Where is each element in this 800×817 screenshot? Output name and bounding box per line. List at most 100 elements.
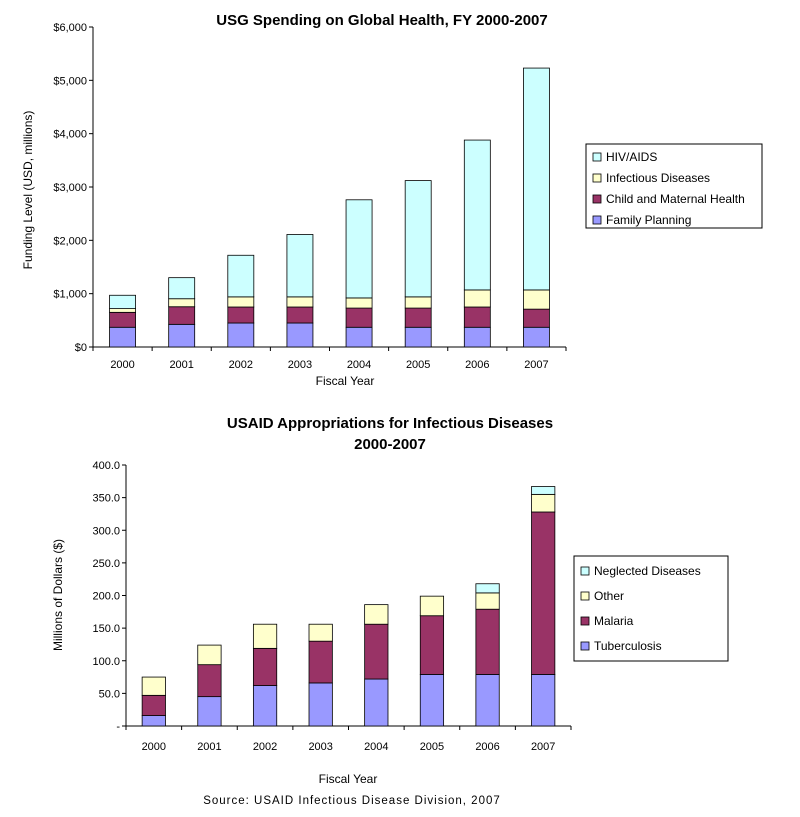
- chart1-x-tick-label: 2005: [406, 359, 430, 371]
- chart1-bar-hiv-aids-2007: [523, 67, 550, 291]
- chart1-bar-hiv-aids-2000: [109, 294, 136, 309]
- chart1-plot: $0 $1,000 $2,000 $3,000 $4,000 $5,000 $6,000 20…: [53, 22, 567, 371]
- chart1-bar-infectious-diseases-2001: [168, 298, 196, 308]
- chart2-title: USAID Appropriations for Infectious Dise…: [227, 415, 553, 432]
- chart1-bar-child-and-maternal-health-2002: [227, 306, 255, 324]
- chart2-bar-tuberculosis-2002: [252, 685, 278, 727]
- chart2-legend-label-other: Other: [594, 589, 624, 603]
- chart2-bar-tuberculosis-2006: [475, 674, 500, 727]
- chart1-legend-swatch-child-and-maternal-health: [592, 194, 602, 204]
- chart2-x-tick-label: 2001: [197, 741, 221, 753]
- chart1-bar-family-planning-2007: [523, 326, 550, 348]
- chart1-y-tick-label: $4,000: [53, 129, 87, 141]
- chart1-y-tick-label: $0: [75, 342, 87, 354]
- chart1-ylabel: Funding Level (USD, millions): [21, 111, 35, 270]
- chart2-ylabel: Millions of Dollars ($): [51, 539, 65, 651]
- chart1-bar-infectious-diseases-2000: [109, 308, 136, 313]
- chart1-bar-infectious-diseases-2006: [463, 289, 491, 308]
- chart1-legend-label-infectious-diseases: Infectious Diseases: [606, 171, 710, 185]
- chart2-x-tick-label: 2000: [142, 741, 166, 753]
- chart1-y-tick-label: $5,000: [53, 75, 87, 87]
- chart1-xlabel: Fiscal Year: [316, 374, 375, 388]
- chart1-x-tick-label: 2007: [524, 359, 548, 371]
- chart1-bar-family-planning-2002: [227, 322, 255, 348]
- chart2-bar-other-2002: [252, 623, 278, 649]
- source-note: Source: USAID Infectious Disease Divisio…: [203, 795, 501, 807]
- chart2-x-tick-label: 2006: [475, 741, 499, 753]
- chart2-bar-other-2006: [475, 592, 500, 610]
- chart2-y-tick-label: 200.0: [92, 591, 120, 603]
- chart2-legend-label-neglected-diseases: Neglected Diseases: [594, 564, 701, 578]
- chart1-bar-family-planning-2001: [168, 323, 196, 348]
- chart1-legend-box: [585, 143, 763, 229]
- chart2-bar-malaria-2003: [308, 640, 333, 684]
- chart2-bar-malaria-2004: [364, 623, 389, 680]
- chart1-bar-hiv-aids-2004: [345, 199, 373, 299]
- chart1-bar-child-and-maternal-health-2005: [404, 307, 432, 328]
- chart2-x-tick-label: 2003: [308, 741, 332, 753]
- chart2-bar-malaria-2002: [252, 647, 278, 686]
- chart1-x-tick-label: 2006: [465, 359, 489, 371]
- chart2-legend-swatch-neglected-diseases: [580, 566, 590, 576]
- chart1-y-tick-label: $3,000: [53, 182, 87, 194]
- chart2-bar-tuberculosis-2004: [364, 678, 389, 727]
- chart1-legend-swatch-family-planning: [592, 215, 602, 225]
- chart2-bar-malaria-2005: [419, 615, 445, 675]
- chart1-bar-infectious-diseases-2002: [227, 296, 255, 308]
- chart2-x-tick-label: 2002: [253, 741, 277, 753]
- chart2-xlabel: Fiscal Year: [319, 772, 378, 786]
- chart1-x-tick-label: 2003: [288, 359, 312, 371]
- chart1-legend-label-family-planning: Family Planning: [606, 213, 691, 227]
- chart2-bar-tuberculosis-2007: [531, 674, 556, 727]
- chart1-title: USG Spending on Global Health, FY 2000-2…: [216, 12, 547, 29]
- chart1-legend-swatch-hiv-aids: [592, 152, 602, 162]
- chart1-x-tick-label: 2001: [169, 359, 193, 371]
- chart1-x-tick-label: 2000: [110, 359, 134, 371]
- chart1-legend: HIV/AIDS Infectious Diseases Child and Mat…: [585, 143, 763, 229]
- chart2-y-tick-label: -: [116, 721, 120, 733]
- chart1-bar-hiv-aids-2002: [227, 254, 255, 298]
- chart1-bar-infectious-diseases-2003: [286, 296, 314, 308]
- chart1-x-tick-label: 2002: [229, 359, 253, 371]
- chart1-bar-family-planning-2005: [404, 326, 432, 348]
- chart2-y-tick-label: 100.0: [92, 656, 120, 668]
- chart2-y-tick-label: 150.0: [92, 623, 120, 635]
- chart2-legend-box: [573, 555, 729, 662]
- chart2-bar-other-2001: [197, 644, 222, 666]
- chart2-bar-malaria-2000: [141, 694, 166, 716]
- chart1-bar-hiv-aids-2001: [168, 277, 196, 300]
- chart1-bar-family-planning-2000: [109, 326, 136, 348]
- chart2-legend: Neglected Diseases Other Malaria Tuberculos…: [573, 555, 729, 662]
- chart1-bar-child-and-maternal-health-2006: [463, 306, 491, 328]
- chart1-bar-hiv-aids-2005: [404, 180, 432, 298]
- chart2-bar-malaria-2007: [531, 511, 556, 675]
- chart2-y-tick-label: 50.0: [99, 688, 120, 700]
- chart1-bar-child-and-maternal-health-2004: [345, 307, 373, 328]
- chart2-legend-swatch-malaria: [580, 616, 590, 626]
- chart1-bar-family-planning-2003: [286, 322, 314, 348]
- chart1-bar-child-and-maternal-health-2001: [168, 306, 196, 325]
- chart1-x-tick-label: 2004: [347, 359, 371, 371]
- chart1-bar-hiv-aids-2006: [463, 139, 491, 291]
- chart1-bar-family-planning-2006: [463, 326, 491, 348]
- chart2-y-tick-label: 300.0: [92, 525, 120, 537]
- chart1-bar-infectious-diseases-2007: [523, 289, 550, 310]
- chart1-bar-child-and-maternal-health-2007: [523, 308, 550, 328]
- chart2-legend-label-malaria: Malaria: [594, 614, 634, 628]
- chart1-bar-child-and-maternal-health-2000: [109, 311, 136, 328]
- chart1-bar-child-and-maternal-health-2003: [286, 306, 314, 324]
- chart2-bar-other-2005: [419, 595, 445, 617]
- chart1-legend-swatch-infectious-diseases: [592, 173, 602, 183]
- chart1-legend-label-hiv-aids: HIV/AIDS: [606, 150, 657, 164]
- chart1-bar-infectious-diseases-2004: [345, 297, 373, 309]
- chart1-bar-family-planning-2004: [345, 326, 373, 348]
- chart2-bar-tuberculosis-2005: [419, 674, 445, 727]
- chart1-bar-infectious-diseases-2005: [404, 296, 432, 309]
- chart2-bar-neglected-diseases-2006: [475, 583, 500, 594]
- chart2-bar-malaria-2006: [475, 608, 500, 675]
- chart2-x-tick-label: 2005: [420, 741, 444, 753]
- chart2-x-tick-label: 2004: [364, 741, 388, 753]
- chart2-legend-swatch-other: [580, 591, 590, 601]
- chart2-bar-neglected-diseases-2007: [531, 486, 556, 495]
- chart2-y-tick-label: 350.0: [92, 493, 120, 505]
